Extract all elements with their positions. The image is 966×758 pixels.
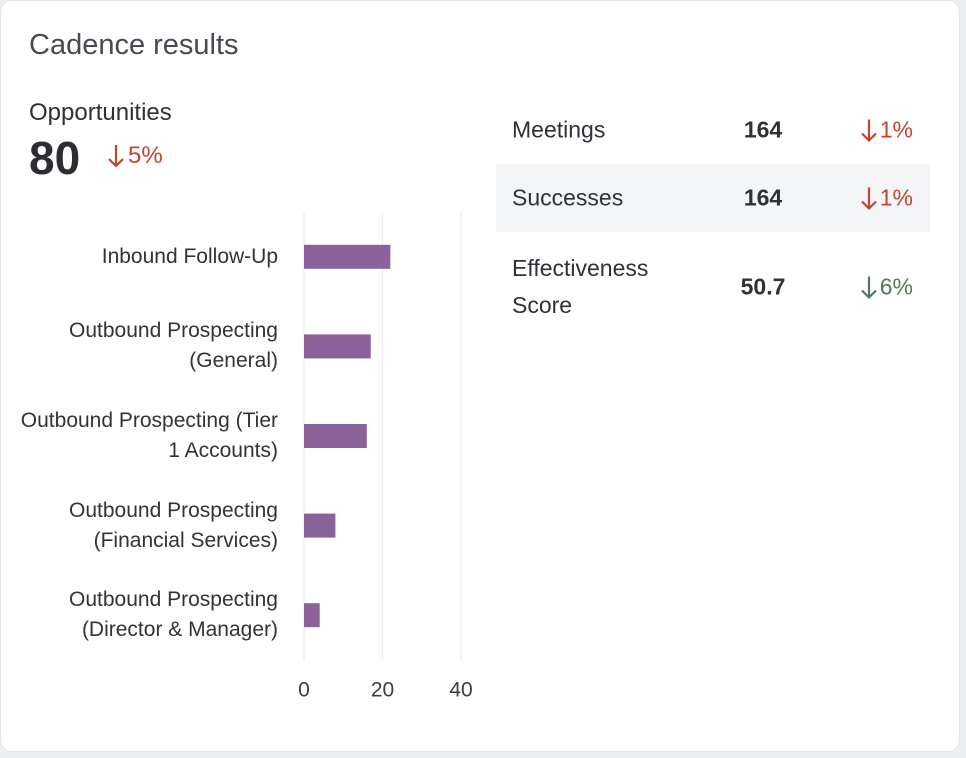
metric-row: Effectiveness Score 50.7 6% [496,232,930,342]
metric-name: Successes [512,184,624,211]
x-tick-label: 20 [371,679,394,702]
metric-name: Meetings [512,116,606,143]
down-arrow [108,145,124,168]
bar [304,513,336,538]
down-arrow [860,187,877,210]
metric-value: 164 [743,184,783,211]
card-title: Cadence results [29,29,239,61]
down-arrow [860,276,877,299]
metric-value: 50.7 [740,273,786,300]
metric-row: Meetings 164 1% [496,96,930,164]
bar [304,603,320,628]
category-label: Outbound Prospecting (Financial Services… [69,498,278,552]
category-label: Outbound Prospecting (Director & Manager… [69,588,278,642]
metric-row: Successes 164 1% [496,164,930,232]
down-arrow [860,119,877,142]
category-label: Outbound Prospecting (General) [69,319,278,373]
change-text: 1% [879,184,913,211]
metric-change: 6% [860,274,913,301]
headline-label: Opportunities [29,99,172,126]
bar [304,244,391,269]
bar [304,424,367,448]
metric-name: Effectiveness Score [512,255,649,318]
bar [304,334,371,359]
change-text: 6% [879,273,913,300]
x-tick-label: 0 [298,679,310,702]
category-label: Outbound Prospecting (Tier 1 Accounts) [20,409,278,462]
headline-value: 80 [29,132,81,184]
metric-change: 1% [860,117,913,144]
change-text: 1% [879,116,913,143]
metric-value: 164 [743,116,783,143]
category-label: Inbound Follow-Up [101,244,278,268]
metric-change: 1% [860,185,913,212]
x-tick-label: 40 [449,679,472,702]
change-text: 5% [128,142,163,169]
headline-change: 5% [107,142,163,170]
